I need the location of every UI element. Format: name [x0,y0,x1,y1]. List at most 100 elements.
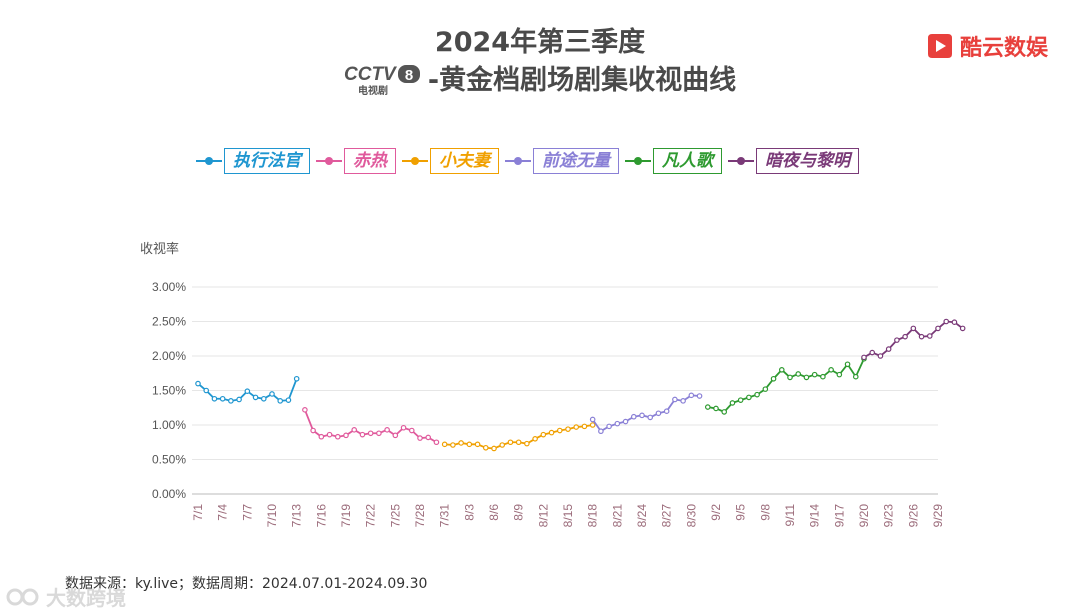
x-tick-label: 7/22 [364,504,378,528]
data-point [376,430,382,437]
legend-marker-icon [625,157,651,165]
y-axis-label: 收视率 [140,242,180,257]
data-point [647,414,654,421]
legend-label: 前途无量 [533,148,619,174]
data-point [244,388,251,394]
data-point [902,333,908,340]
play-logo-icon [927,34,952,58]
x-tick-label: 8/15 [561,504,575,528]
data-point [359,431,366,438]
data-point [828,366,834,373]
data-point [811,371,818,378]
x-tick-label: 8/6 [487,504,501,521]
chart-legend: 执行法官 赤热 小夫妻 前途无量 凡人歌 暗夜与黎明 [196,148,865,174]
watermark-logo-icon [6,588,39,605]
data-point [778,366,785,373]
data-point [408,427,415,434]
x-tick-label: 8/3 [462,504,476,521]
data-point [935,325,941,332]
data-point [622,418,629,425]
data-point [746,394,752,401]
legend-item: 暗夜与黎明 [728,148,859,174]
data-point [951,319,958,325]
data-point [737,397,744,403]
legend-label: 赤热 [344,148,396,174]
y-tick-label: 0.00% [152,487,186,501]
data-point [721,409,728,415]
data-point [877,353,884,359]
data-point [367,430,374,437]
x-tick-label: 7/1 [191,504,205,521]
x-tick-label: 7/10 [265,504,279,528]
data-point [589,416,596,423]
data-point [499,442,506,448]
data-point [918,333,925,340]
data-point [474,441,481,448]
y-tick-label: 2.00% [152,349,186,363]
data-point [672,396,678,403]
x-tick-label: 8/30 [684,504,698,528]
data-point [269,391,275,397]
data-point [836,371,843,378]
data-point [515,439,522,446]
x-tick-label: 8/12 [536,504,550,528]
data-point [310,427,316,434]
data-point [598,428,604,435]
data-point [959,325,966,332]
data-point [630,413,637,420]
x-tick-label: 7/7 [240,504,254,521]
data-point [384,427,390,433]
cctv-logo-number: 8 [405,67,413,84]
x-tick-label: 7/4 [216,504,230,521]
data-point [655,410,662,417]
data-point [803,374,810,381]
data-point [450,442,456,448]
x-tick-label: 7/31 [438,504,452,528]
data-point [326,431,333,438]
x-tick-label: 9/14 [808,504,822,528]
data-point [195,380,201,387]
legend-item: 前途无量 [505,148,619,174]
x-tick-label: 7/19 [339,504,353,528]
data-point [318,433,325,440]
series-line [304,409,437,444]
data-point [482,444,489,451]
data-point [910,325,917,332]
data-point [343,432,349,439]
data-point [820,373,826,380]
data-point [754,391,760,398]
data-point [729,400,736,406]
data-point [894,337,900,343]
data-point [491,445,497,452]
data-point [885,346,892,352]
data-point [639,412,645,419]
data-point [589,422,596,428]
x-tick-label: 9/23 [882,504,896,528]
data-point [441,441,448,448]
data-source-note: 数据来源：ky.live；数据周期：2024.07.01-2024.09.30 [65,576,428,592]
data-point [565,426,571,432]
chart-title-line2-text: -黄金档剧场剧集收视曲线 [427,65,737,96]
x-tick-label: 7/28 [413,504,427,528]
watermark: 大数跨境 [6,582,126,611]
data-point [844,361,851,368]
data-point [869,349,876,356]
data-point [277,398,284,404]
data-point [696,393,703,399]
x-tick-label: 8/24 [635,504,649,528]
data-point [351,427,358,433]
x-tick-label: 9/20 [857,504,871,528]
legend-label: 小夫妻 [430,148,499,174]
data-point [203,387,210,394]
cctv-logo-subtext: 电视剧 [358,84,388,96]
legend-item: 执行法官 [196,148,310,174]
data-point [532,435,538,442]
x-tick-label: 9/2 [709,504,723,521]
x-tick-label: 8/9 [512,504,526,521]
y-tick-label: 2.50% [152,315,186,329]
x-tick-label: 8/21 [610,504,624,528]
data-point [581,423,588,430]
y-tick-label: 1.50% [152,384,186,398]
legend-marker-icon [402,157,428,165]
data-point [236,396,242,403]
